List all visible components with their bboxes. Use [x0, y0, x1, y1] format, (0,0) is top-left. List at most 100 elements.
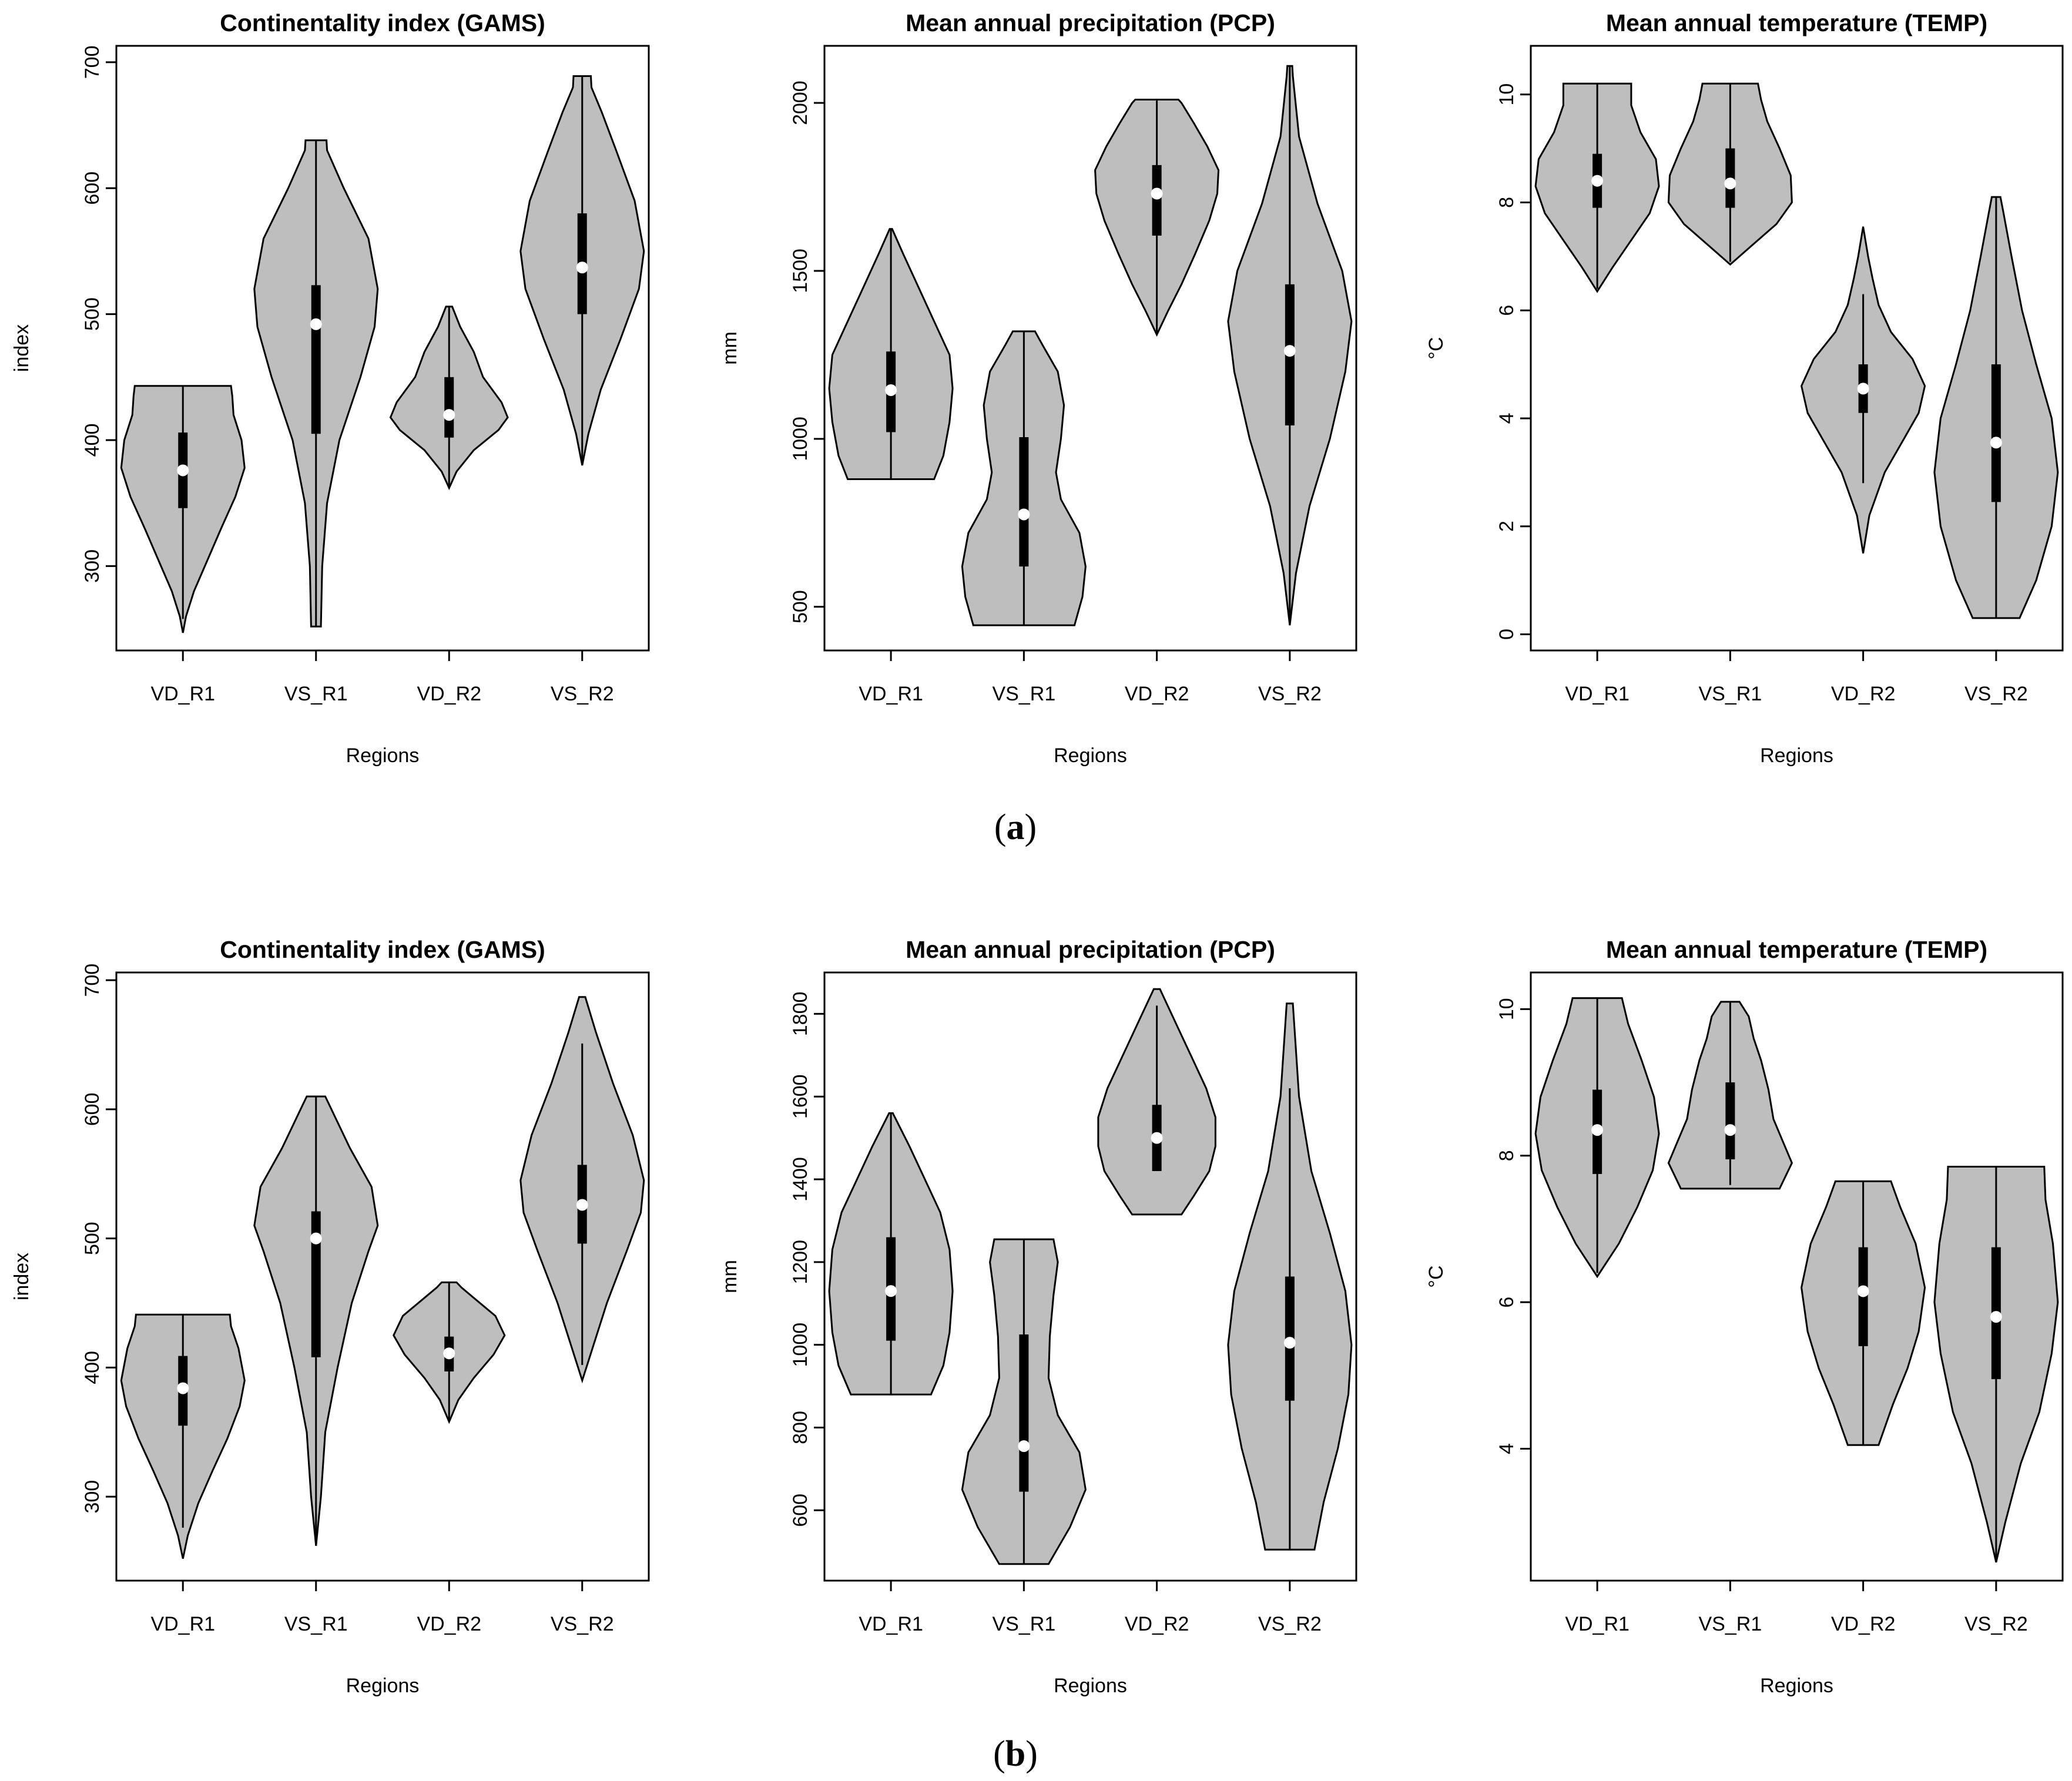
y-tick-label: 700 — [81, 46, 103, 79]
x-tick-label: VD_R2 — [1831, 1613, 1896, 1635]
x-tick-label: VS_R2 — [551, 1613, 614, 1635]
chart-a-3: Mean annual temperature (TEMP) 0 2 4 6 8 10 °C V… — [1425, 9, 2064, 767]
chart-b-3: Mean annual temperature (TEMP) 4 6 8 10 °C VD_… — [1425, 936, 2064, 1697]
iqr-box-VS_R2 — [1991, 364, 2001, 502]
y-tick-label: 1800 — [789, 992, 812, 1037]
chart-a-1: Continentality index (GAMS) 300 400 500 600 7… — [11, 9, 650, 767]
y-axis-label: index — [11, 324, 33, 372]
x-axis-label: Regions — [1054, 744, 1127, 767]
y-tick-label: 500 — [81, 297, 103, 331]
iqr-box-VS_R1 — [311, 285, 321, 434]
median-point-VD_R2 — [1151, 187, 1163, 200]
y-tick-label: 1000 — [789, 417, 812, 461]
median-point-VS_R1 — [1724, 177, 1736, 190]
y-tick-label: 700 — [81, 964, 103, 997]
x-axis-label: Regions — [346, 1675, 420, 1697]
median-point-VS_R1 — [1018, 508, 1030, 521]
x-tick-label: VD_R2 — [417, 683, 481, 705]
median-point-VD_R2 — [1857, 1285, 1869, 1297]
x-axis-label: Regions — [1054, 1675, 1127, 1697]
x-tick-label: VS_R1 — [284, 683, 348, 705]
chart-b-2: Mean annual precipitation (PCP) 600 800 100… — [719, 936, 1357, 1697]
y-tick-label: 1500 — [789, 249, 812, 293]
median-point-VD_R1 — [885, 1285, 897, 1297]
x-tick-label: VD_R1 — [1565, 1613, 1630, 1635]
chart-title: Mean annual temperature (TEMP) — [1606, 9, 1987, 36]
y-tick-label: 6 — [1496, 305, 1518, 316]
median-point-VS_R1 — [1724, 1124, 1736, 1136]
x-tick-label: VS_R1 — [993, 1613, 1056, 1635]
y-tick-label: 8 — [1496, 1150, 1518, 1161]
median-point-VD_R1 — [177, 1382, 189, 1394]
y-tick-label: 500 — [81, 1222, 103, 1255]
y-tick-label: 1000 — [789, 1323, 812, 1367]
y-tick-label: 600 — [789, 1494, 812, 1527]
median-point-VS_R2 — [1990, 1311, 2002, 1323]
x-tick-label: VS_R2 — [1258, 683, 1322, 705]
median-point-VS_R1 — [310, 1232, 322, 1245]
x-tick-label: VD_R1 — [1565, 683, 1630, 705]
x-tick-label: VS_R1 — [1699, 683, 1762, 705]
y-tick-label: 4 — [1496, 412, 1518, 424]
median-point-VD_R1 — [885, 384, 897, 396]
iqr-box-VD_R2 — [444, 377, 454, 438]
y-tick-label: 0 — [1496, 629, 1518, 640]
median-point-VD_R2 — [1857, 383, 1869, 395]
median-point-VS_R2 — [1283, 1337, 1296, 1349]
x-tick-label: VD_R1 — [150, 683, 215, 705]
y-tick-label: 800 — [789, 1411, 812, 1444]
median-point-VD_R1 — [1591, 1124, 1604, 1136]
median-point-VS_R2 — [1283, 345, 1296, 357]
y-tick-label: 600 — [81, 172, 103, 205]
y-tick-label: 10 — [1496, 998, 1518, 1020]
x-tick-label: VD_R1 — [859, 1613, 923, 1635]
y-axis-label: mm — [719, 331, 741, 365]
x-tick-label: VS_R2 — [551, 683, 614, 705]
x-tick-label: VS_R2 — [1258, 1613, 1322, 1635]
median-point-VD_R1 — [177, 464, 189, 477]
y-tick-label: 10 — [1496, 83, 1518, 106]
chart-title: Continentality index (GAMS) — [220, 936, 545, 963]
median-point-VS_R2 — [1990, 437, 2002, 449]
y-tick-label: 400 — [81, 1351, 103, 1384]
chart-title: Mean annual precipitation (PCP) — [906, 936, 1275, 963]
iqr-box-VD_R2 — [1152, 165, 1162, 236]
y-tick-label: 1400 — [789, 1157, 812, 1202]
chart-b-1: Continentality index (GAMS) 300 400 500 600 7… — [11, 936, 650, 1697]
y-tick-label: 4 — [1496, 1443, 1518, 1454]
charts-layer: Continentality index (GAMS) 300 400 500 600 7… — [11, 9, 2064, 1697]
iqr-box-VS_R1 — [1725, 1082, 1735, 1159]
y-axis-label: index — [11, 1253, 33, 1300]
y-tick-label: 500 — [789, 590, 812, 623]
y-tick-label: 2 — [1496, 521, 1518, 532]
chart-title: Mean annual precipitation (PCP) — [906, 9, 1275, 36]
y-tick-label: 1600 — [789, 1074, 812, 1119]
y-tick-label: 2000 — [789, 81, 812, 125]
x-tick-label: VS_R2 — [1964, 1613, 2028, 1635]
x-axis-label: Regions — [1760, 744, 1833, 767]
x-tick-label: VD_R1 — [150, 1613, 215, 1635]
x-tick-label: VD_R2 — [1125, 683, 1189, 705]
y-tick-label: 600 — [81, 1093, 103, 1126]
x-tick-label: VS_R1 — [284, 1613, 348, 1635]
median-point-VD_R1 — [1591, 175, 1604, 187]
median-point-VD_R2 — [443, 409, 455, 421]
median-point-VD_R2 — [443, 1347, 455, 1360]
x-tick-label: VD_R1 — [859, 683, 923, 705]
x-axis-label: Regions — [346, 744, 420, 767]
y-tick-label: 6 — [1496, 1297, 1518, 1308]
median-point-VS_R2 — [576, 261, 588, 274]
x-tick-label: VD_R2 — [1125, 1613, 1189, 1635]
y-tick-label: 8 — [1496, 197, 1518, 208]
x-tick-label: VD_R2 — [1831, 683, 1896, 705]
y-axis-label: °C — [1425, 337, 1447, 359]
x-tick-label: VD_R2 — [417, 1613, 481, 1635]
x-tick-label: VS_R1 — [1699, 1613, 1762, 1635]
median-point-VS_R1 — [1018, 1440, 1030, 1453]
median-point-VD_R2 — [1151, 1132, 1163, 1144]
iqr-box-VS_R1 — [311, 1211, 321, 1357]
chart-title: Continentality index (GAMS) — [220, 9, 545, 36]
panel-b-label: (b) — [993, 1734, 1038, 1774]
y-tick-label: 1200 — [789, 1240, 812, 1284]
